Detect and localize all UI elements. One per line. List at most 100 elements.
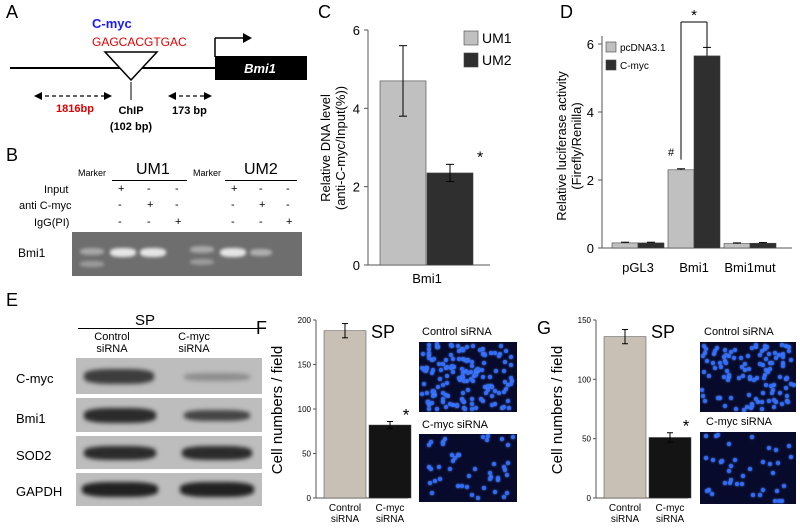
- x-tick-label: siRNA: [611, 514, 640, 525]
- panel-f-top-image-label: Control siRNA: [422, 326, 492, 338]
- significance-star: *: [403, 405, 410, 424]
- group-label: SP: [371, 322, 395, 342]
- gel-row-label: Bmi1: [18, 246, 46, 260]
- sign: +: [231, 183, 238, 195]
- right-arrow-icon: [204, 92, 212, 100]
- sign: +: [147, 199, 154, 211]
- bar-C-myc-Bmi1: [693, 55, 721, 249]
- chip-size-label: (102 bp): [110, 121, 153, 133]
- y-tick-label: 150: [298, 361, 312, 370]
- panel-g-cmyc-micrograph: [700, 432, 796, 504]
- y-tick-label: 100: [578, 375, 592, 384]
- legend-label: C-myc: [620, 61, 649, 72]
- legend-label: UM2: [482, 52, 512, 68]
- sign: -: [175, 183, 179, 195]
- bar-UM2: [426, 172, 474, 266]
- x-tick-label: C-myc: [376, 503, 405, 514]
- panel-c-chart: 0 2 4 6 Relative DNA level(anti-C-myc/Input(…: [318, 23, 512, 286]
- sign: -: [231, 216, 235, 228]
- um1-underline: [112, 180, 187, 181]
- panel-c-letter: C: [318, 2, 331, 22]
- lane2-line1: C-myc: [178, 331, 210, 343]
- x-tick-label: siRNA: [331, 514, 360, 525]
- y-tick-label: 100: [298, 405, 312, 414]
- panel-f-letter: F: [256, 318, 267, 338]
- sign: -: [147, 216, 151, 228]
- sign: -: [118, 216, 122, 228]
- x-tick-label: siRNA: [656, 514, 685, 525]
- sign: -: [175, 199, 179, 211]
- sign: -: [147, 183, 151, 195]
- legend-swatch: [463, 52, 479, 68]
- bar-control-sirna: [603, 336, 647, 499]
- western-group-underline: [78, 328, 264, 329]
- group-label: SP: [651, 322, 675, 342]
- marker-label-1: Marker: [78, 168, 107, 178]
- bar-C-myc-pGL3: [637, 242, 665, 249]
- x-tick-label: Bmi1: [412, 271, 442, 286]
- right-distance-label: 173 bp: [172, 105, 207, 117]
- legend-label: UM1: [482, 30, 512, 46]
- y-tick-label: 6: [353, 23, 360, 38]
- bar-c-myc-sirna: [368, 424, 412, 499]
- lane1-line1: Control: [94, 331, 130, 343]
- row-label-anti-cmyc: anti C-myc: [19, 200, 72, 212]
- y-tick-label: 6: [587, 37, 594, 52]
- sign: +: [118, 183, 125, 195]
- sign: -: [259, 183, 263, 195]
- lane1-line2: siRNA: [96, 343, 128, 355]
- y-axis-label: Relative DNA level(anti-C-myc/Input(%)): [318, 86, 348, 210]
- lane2-line2: siRNA: [178, 343, 210, 355]
- significance-star: *: [691, 7, 697, 24]
- y-tick-label: 2: [587, 173, 594, 188]
- western-lane1-label: Control siRNA: [84, 331, 140, 355]
- sign: -: [286, 183, 290, 195]
- sign: -: [231, 199, 235, 211]
- left-arrow-icon: [168, 92, 176, 100]
- legend-swatch: [605, 41, 617, 53]
- y-tick-label: 4: [587, 105, 594, 120]
- panel-g-bottom-image-label: C-myc siRNA: [706, 416, 772, 428]
- bar-c-myc-sirna: [648, 437, 692, 499]
- binding-site-triangle: [103, 51, 159, 82]
- y-axis-label-line: (Firefly/Renilla): [569, 102, 584, 189]
- y-tick-label: 0: [307, 494, 312, 503]
- left-arrow-icon: [34, 92, 42, 100]
- western-blot-sod2: [76, 436, 262, 469]
- tss-arrow-icon: [243, 33, 252, 43]
- legend-swatch: [605, 59, 617, 71]
- x-tick-label: Control: [609, 503, 641, 514]
- y-tick-label: 2: [353, 180, 360, 195]
- x-tick-label: Control: [329, 503, 361, 514]
- bar-pcDNA3.1-Bmi1mut: [723, 243, 751, 249]
- group-um2-label: UM2: [244, 161, 278, 178]
- bar-pcDNA3.1-pGL3: [611, 242, 639, 249]
- y-axis-label-line: (anti-C-myc/Input(%)): [333, 86, 348, 210]
- x-tick-label: siRNA: [376, 514, 405, 525]
- significance-star: *: [477, 149, 483, 166]
- western-blot-bmi1: [76, 398, 262, 432]
- x-tick-label: Bmi1mut: [724, 260, 776, 275]
- y-tick-label: 0: [353, 258, 360, 273]
- group-um1-label: UM1: [136, 161, 170, 178]
- marker-label-2: Marker: [193, 168, 222, 178]
- panel-g-letter: G: [537, 318, 552, 338]
- bar-pcDNA3.1-Bmi1: [667, 169, 695, 249]
- x-tick-label: C-myc: [656, 503, 685, 514]
- panel-d-chart: 0 2 4 6 Relative luciferase activity(Firefly…: [554, 7, 792, 275]
- western-row-gapdh: GAPDH: [16, 484, 63, 499]
- legend-swatch: [463, 30, 479, 46]
- y-tick-label: 150: [578, 316, 592, 325]
- bar-C-myc-Bmi1mut: [749, 242, 777, 249]
- y-axis-label-line: Relative luciferase activity: [554, 71, 569, 221]
- x-tick-label: Bmi1: [679, 260, 709, 275]
- y-axis-label-line: Relative DNA level: [318, 94, 333, 202]
- panel-g-top-image-label: Control siRNA: [704, 326, 774, 338]
- left-distance-label: 1816bp: [56, 103, 94, 115]
- chip-gel-image: [72, 232, 302, 276]
- western-row-bmi1: Bmi1: [16, 411, 46, 426]
- panel-b-letter: B: [6, 145, 19, 165]
- y-tick-label: 50: [582, 435, 591, 444]
